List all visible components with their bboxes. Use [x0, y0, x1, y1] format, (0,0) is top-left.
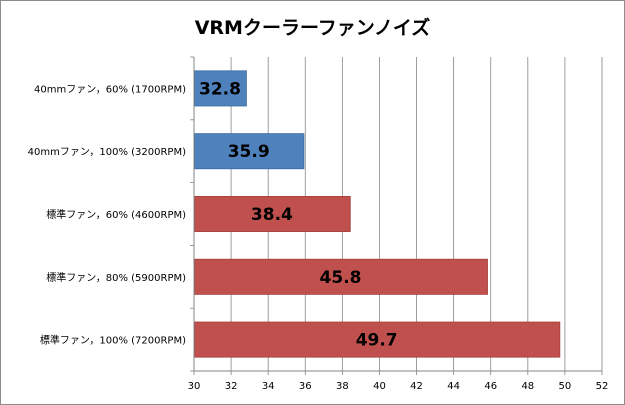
bar-3 [194, 258, 488, 295]
x-tick-label-7: 44 [447, 381, 460, 392]
x-tick-label-2: 34 [262, 381, 275, 392]
bar-4 [194, 321, 561, 358]
x-tick-label-5: 40 [373, 381, 386, 392]
chart-title: VRMクーラーファンノイズ [194, 17, 431, 39]
data-labels: 32.8 35.9 38.4 45.8 49.7 [199, 79, 398, 350]
axes [190, 56, 603, 375]
bars [194, 70, 561, 358]
x-tick-label-0: 30 [188, 381, 201, 392]
x-tick-labels: 30 32 34 36 38 40 42 44 46 48 50 52 [188, 381, 609, 392]
x-tick-label-4: 38 [336, 381, 349, 392]
category-labels: 40mmファン，60% (1700RPM) 40mmファン，100% (3200R… [28, 84, 186, 346]
data-label-0: 32.8 [199, 79, 241, 99]
x-tick-label-11: 52 [596, 381, 609, 392]
category-label-0: 40mmファン，60% (1700RPM) [34, 84, 186, 95]
bar-2 [194, 196, 351, 232]
x-tick-label-3: 36 [299, 381, 312, 392]
x-tick-label-1: 32 [225, 381, 238, 392]
category-label-2: 標準ファン，60% (4600RPM) [46, 208, 186, 221]
data-label-3: 45.8 [320, 268, 362, 288]
data-label-4: 49.7 [356, 331, 398, 351]
data-label-2: 38.4 [251, 205, 293, 225]
x-tick-label-6: 42 [410, 381, 423, 392]
category-label-4: 標準ファン，100% (7200RPM) [40, 334, 186, 347]
x-tick-label-9: 48 [521, 381, 534, 392]
bar-1 [194, 133, 305, 170]
x-tick-label-10: 50 [559, 381, 572, 392]
bar-0 [194, 70, 247, 107]
data-label-1: 35.9 [228, 142, 270, 162]
category-label-3: 標準ファン，80% (5900RPM) [46, 271, 186, 284]
x-tick-label-8: 46 [484, 381, 497, 392]
category-label-1: 40mmファン，100% (3200RPM) [28, 147, 186, 158]
